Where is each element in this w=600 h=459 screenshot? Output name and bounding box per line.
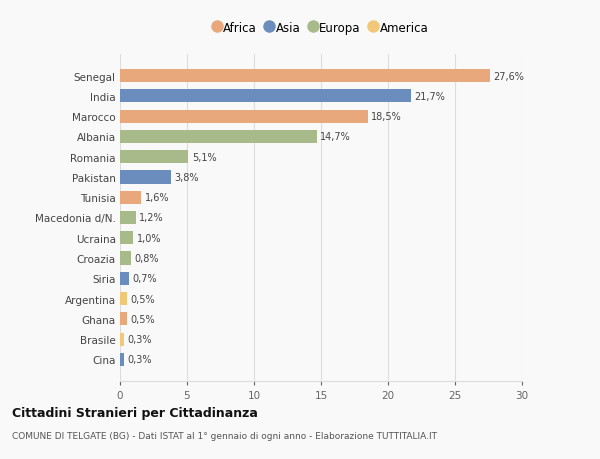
Text: 0,7%: 0,7% — [133, 274, 157, 284]
Bar — [120, 70, 490, 83]
Text: Cittadini Stranieri per Cittadinanza: Cittadini Stranieri per Cittadinanza — [12, 406, 258, 419]
Text: 0,8%: 0,8% — [134, 253, 158, 263]
Bar — [120, 191, 142, 204]
Bar — [120, 292, 127, 306]
Text: 0,3%: 0,3% — [127, 355, 152, 364]
Text: 0,5%: 0,5% — [130, 314, 155, 324]
Text: 14,7%: 14,7% — [320, 132, 351, 142]
Bar — [120, 130, 317, 144]
Text: COMUNE DI TELGATE (BG) - Dati ISTAT al 1° gennaio di ogni anno - Elaborazione TU: COMUNE DI TELGATE (BG) - Dati ISTAT al 1… — [12, 431, 437, 441]
Text: 5,1%: 5,1% — [191, 152, 217, 162]
Text: 1,0%: 1,0% — [137, 233, 161, 243]
Text: 1,6%: 1,6% — [145, 193, 169, 203]
Bar — [120, 313, 127, 326]
Bar — [120, 212, 136, 224]
Bar — [120, 232, 133, 245]
Text: 18,5%: 18,5% — [371, 112, 402, 122]
Text: 21,7%: 21,7% — [414, 92, 445, 102]
Bar — [120, 353, 124, 366]
Bar — [120, 252, 131, 265]
Bar — [120, 90, 411, 103]
Bar — [120, 110, 368, 123]
Text: 27,6%: 27,6% — [493, 72, 524, 81]
Bar — [120, 272, 130, 285]
Text: 3,8%: 3,8% — [174, 173, 199, 183]
Text: 1,2%: 1,2% — [139, 213, 164, 223]
Text: 0,3%: 0,3% — [127, 334, 152, 344]
Bar — [120, 171, 171, 184]
Legend: Africa, Asia, Europa, America: Africa, Asia, Europa, America — [214, 22, 428, 35]
Text: 0,5%: 0,5% — [130, 294, 155, 304]
Bar — [120, 151, 188, 164]
Bar — [120, 333, 124, 346]
